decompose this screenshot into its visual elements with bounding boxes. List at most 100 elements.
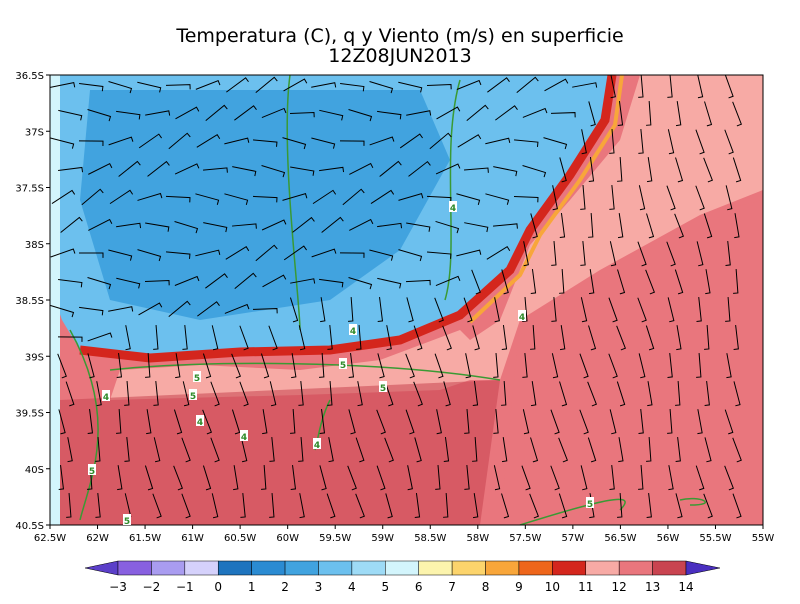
- wind-barb: [261, 107, 287, 118]
- wind-barb: [195, 193, 220, 205]
- wind-barb: [234, 272, 257, 290]
- wind-barb: [608, 353, 618, 379]
- wind-barb: [137, 249, 162, 262]
- contour-label: 5: [380, 384, 386, 394]
- wind-barb: [357, 381, 363, 407]
- wind-barb: [610, 75, 616, 99]
- wind-barb: [493, 409, 499, 434]
- wind-barb: [233, 465, 239, 491]
- wind-barb: [146, 409, 152, 435]
- wind-barb: [108, 249, 133, 261]
- wind-barb: [355, 493, 365, 519]
- wind-barb: [572, 82, 598, 88]
- wind-barb: [231, 353, 241, 379]
- wind-barb: [580, 465, 588, 491]
- colorbar-box: [117, 560, 152, 576]
- colorbar-box: [184, 560, 219, 576]
- warm-east: [500, 75, 763, 525]
- wind-barb: [472, 381, 479, 407]
- wind-barb: [108, 81, 133, 94]
- front: [79, 75, 617, 363]
- colorbar-box: [451, 560, 486, 576]
- wind-barb: [379, 160, 402, 177]
- wind-barb: [558, 493, 568, 519]
- wind-barb: [588, 325, 597, 351]
- wind-barb: [239, 381, 249, 407]
- wind-barb: [165, 84, 191, 90]
- wind-barb: [262, 409, 268, 435]
- x-tick-label: 60W: [276, 533, 299, 544]
- wind-barb: [559, 268, 565, 294]
- wind-barb: [580, 185, 586, 210]
- wind-barb: [311, 248, 337, 258]
- wind-barb: [328, 437, 334, 463]
- colorbar-box: [251, 560, 286, 576]
- wind-barb: [493, 223, 518, 229]
- wind-barb: [724, 129, 734, 155]
- wind-barb: [399, 133, 423, 149]
- x-tick-label: 57.5W: [509, 533, 541, 544]
- wind-barb: [290, 408, 296, 434]
- wind-barb: [647, 381, 653, 407]
- colorbar-label: 13: [645, 580, 660, 594]
- wind-barb: [58, 109, 83, 121]
- wind-barb: [312, 189, 337, 205]
- wind-barb: [152, 493, 162, 519]
- wind-barb: [326, 493, 336, 519]
- wind-barb: [638, 129, 644, 154]
- wind-barb: [587, 381, 597, 407]
- wind-barb: [58, 409, 66, 435]
- wind-barb: [724, 465, 734, 491]
- wind-barb: [349, 218, 374, 231]
- colorbar-box: [217, 560, 252, 576]
- wind-barb: [224, 193, 249, 205]
- wind-barb: [530, 381, 537, 407]
- wind-barb: [203, 167, 228, 173]
- wind-barb: [501, 269, 509, 295]
- contour-label-box: [193, 371, 201, 382]
- y-tick-label: 39S: [25, 352, 44, 363]
- wind-barb: [79, 83, 104, 92]
- x-tick-label: 60.5W: [224, 533, 256, 544]
- wind-barb: [551, 241, 557, 266]
- wind-barb: [290, 465, 297, 490]
- wind-barb: [580, 241, 586, 266]
- wind-barb: [65, 381, 75, 407]
- wind-barb: [369, 81, 394, 94]
- wind-barb: [667, 75, 673, 98]
- wind-barb: [376, 465, 386, 491]
- front-edge: [468, 75, 624, 324]
- wind-barb: [464, 222, 489, 233]
- wind-barb: [646, 100, 652, 126]
- wind-barb: [617, 269, 626, 295]
- wind-barb: [579, 409, 589, 435]
- wind-barb: [442, 325, 452, 351]
- wind-barb: [522, 353, 528, 378]
- contour-label-box: [449, 201, 457, 212]
- mild-band: [380, 75, 763, 380]
- wind-barb: [675, 493, 683, 519]
- wind-barb: [697, 75, 704, 99]
- wind-barb: [637, 241, 647, 267]
- wind-barb: [182, 381, 190, 407]
- colorbar-box: [552, 560, 587, 576]
- wind-barb: [618, 437, 624, 463]
- contour-label-box: [123, 514, 131, 525]
- wind-barb: [50, 137, 75, 149]
- wind-barb: [501, 380, 507, 406]
- wind-barb: [522, 297, 528, 322]
- wind-barb: [124, 437, 130, 462]
- wind-barb: [261, 164, 286, 178]
- wind-barb: [398, 249, 423, 262]
- wind-barb: [486, 245, 511, 260]
- wind-barb: [282, 192, 308, 201]
- wind-barb: [202, 465, 212, 491]
- wind-barb: [705, 269, 711, 295]
- wind-barb: [87, 109, 112, 122]
- y-tick-label: 37.5S: [15, 184, 44, 195]
- wind-barb: [384, 381, 394, 407]
- colorbar-label: 12: [612, 580, 627, 594]
- wind-barb: [645, 325, 655, 351]
- wind-barb: [666, 185, 676, 211]
- wind-barb: [695, 129, 705, 155]
